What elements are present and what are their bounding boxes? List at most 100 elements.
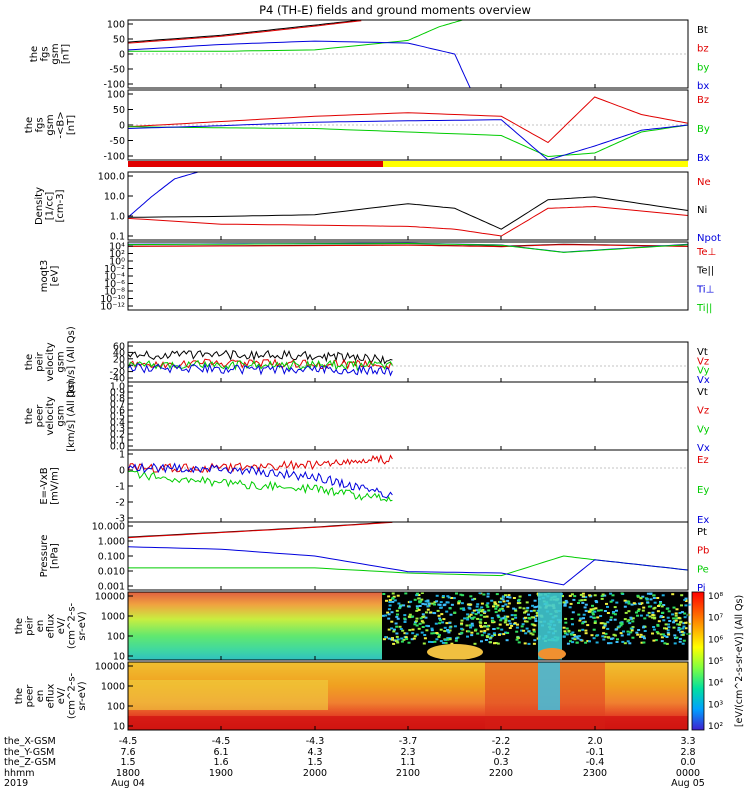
ylabel-peir-vel: gsm: [56, 351, 67, 372]
legend-density-Ne: Ne: [697, 177, 711, 188]
ylabel-fgs-dsl: fgs: [35, 117, 46, 132]
series-density-Ni: [128, 196, 688, 230]
x-cell: 0.0: [680, 757, 695, 768]
x-cell: -0.4: [586, 757, 605, 768]
ylabel-peer-spec: peer: [25, 684, 36, 708]
x-cell: 1.5: [307, 757, 322, 768]
legend-peir-vel-Vy: Vy: [697, 366, 710, 377]
series-pressure-Pb: [128, 522, 393, 539]
ytick-label: 0.100: [98, 552, 125, 563]
x-cell: 2.0: [587, 736, 602, 747]
x-cell: 0000: [676, 768, 700, 779]
ylabel-peer-spec: the: [14, 688, 25, 704]
ylabel-density: Density: [34, 187, 45, 225]
ytick-label: 10⁻¹²: [100, 302, 125, 313]
series-the-Bt: [128, 20, 362, 43]
ylabel-fgs: [nT]: [61, 44, 72, 64]
spectrogram-peir: [128, 592, 691, 660]
ylabel-peir-spec: en: [35, 620, 46, 633]
ylabel-peir-spec: sr-eV): [77, 611, 88, 640]
panel-frame-temp: [127, 241, 689, 311]
legend-fgs-dsl-By: By: [697, 124, 710, 135]
ytick-label: 1000: [101, 682, 125, 693]
ylabel-fgs-dsl: the: [24, 117, 35, 133]
spectrogram-peer: [128, 662, 688, 730]
peer-spectrogram-low: [128, 716, 688, 730]
ytick-label: 100: [107, 702, 125, 713]
ylabel-pressure: [nPa]: [50, 543, 61, 569]
series-the-by: [128, 20, 463, 52]
series-e=-vxb-Ex: [128, 462, 393, 499]
series-the-Vt: [128, 349, 393, 365]
colorbar-tick-label: 10⁸: [708, 592, 723, 602]
ylabel-peer-spec: eV/: [56, 687, 67, 704]
ylabel-peer-vel: the: [24, 408, 35, 424]
x-cell: 7.6: [120, 747, 135, 758]
x-row-label: the_Z-GSM: [4, 757, 56, 768]
ytick-label: 20: [113, 354, 125, 365]
peir-spectrogram-blob-2: [538, 648, 566, 660]
series-pressure-Pi: [128, 546, 688, 586]
x-cell: 2.8: [680, 747, 695, 758]
series-the-bz: [128, 20, 362, 44]
ytick-label: 100: [107, 90, 125, 101]
ytick-label: 1: [119, 450, 125, 461]
ytick-label: -50: [109, 136, 125, 147]
ylabel-pressure: Pressure: [39, 535, 50, 578]
ytick-label: 1.0: [110, 382, 125, 393]
ytick-label: 0: [119, 466, 125, 477]
ytick-label: 10⁻¹⁰: [100, 294, 125, 305]
ylabel-density: [cm-3]: [55, 189, 66, 222]
peir-spectrogram-blob: [427, 644, 483, 660]
x-cell: 1.5: [120, 757, 135, 768]
x-date: Aug 04: [111, 778, 145, 789]
ytick-label: 100: [107, 20, 125, 31]
ylabel-peer-vel: peer: [35, 404, 46, 428]
ylabel-peir-vel: velocity: [45, 342, 56, 381]
ylabel-peer-vel: velocity: [45, 396, 56, 435]
ytick-label: 0.4: [110, 418, 125, 429]
ytick-label: 1000: [101, 612, 125, 623]
colorbar-tick-label: 10⁶: [708, 635, 723, 645]
ytick-label: 0.1: [110, 436, 125, 447]
ytick-label: 50: [113, 105, 125, 116]
legend-peer-vel-Vx: Vx: [697, 443, 710, 454]
x-axis-table: the_X-GSMthe_Y-GSMthe_Z-GSMhhmm2019-4.57…: [4, 736, 705, 789]
ylabel-peir-vel: the: [24, 354, 35, 370]
x-cell: -4.5: [212, 736, 231, 747]
ylabel-peer-spec: (cm^2-s-: [67, 672, 78, 719]
ylabel-density: [1/cc]: [45, 192, 56, 221]
legend-fgs-Bt: Bt: [697, 25, 708, 36]
legend-temp-Te||: Te||: [696, 266, 714, 277]
ytick-label: 0.8: [110, 394, 125, 405]
legend-pressure-Pt: Pt: [697, 527, 707, 538]
ytick-label: 0.010: [98, 567, 125, 578]
legend-fgs-bx: bx: [697, 81, 709, 92]
x-cell: 1900: [209, 768, 233, 779]
ytick-label: 10.0: [104, 192, 125, 203]
ytick-label: 10²: [109, 249, 125, 260]
ytick-label: 10⁴: [109, 242, 125, 253]
ytick-label: 10⁻²: [104, 264, 125, 275]
ylabel-fgs-dsl: [nT]: [66, 115, 77, 135]
ylabel-peer-vel: gsm: [56, 405, 67, 426]
mode-bar-red: [128, 161, 383, 167]
panel-frame-peer-vel: [127, 381, 689, 451]
ytick-label: 10⁻⁸: [104, 287, 125, 298]
mode-bar-yellow: [383, 161, 688, 167]
ylabel-peer-spec: sr-eV): [77, 681, 88, 710]
legend-peer-vel-Vy: Vy: [697, 424, 710, 435]
x-row-label: hhmm: [4, 768, 35, 779]
x-cell: -2.2: [492, 736, 511, 747]
x-cell: 2100: [396, 768, 420, 779]
series-moqt3-Te⊥: [128, 244, 688, 248]
legend-pressure-Pe: Pe: [697, 564, 709, 575]
ytick-label: 60: [113, 342, 125, 353]
ylabel-fgs: gsm: [50, 43, 61, 64]
ylabel-fgs-dsl: -<B>: [56, 111, 67, 138]
legend-density-Npot: Npot: [697, 233, 721, 244]
ylabel-peir-spec: eflux: [46, 614, 57, 639]
legend-peer-vel-Vt: Vt: [697, 387, 708, 398]
ytick-label: 100: [107, 632, 125, 643]
peer-spectrogram-gap: [538, 662, 560, 710]
